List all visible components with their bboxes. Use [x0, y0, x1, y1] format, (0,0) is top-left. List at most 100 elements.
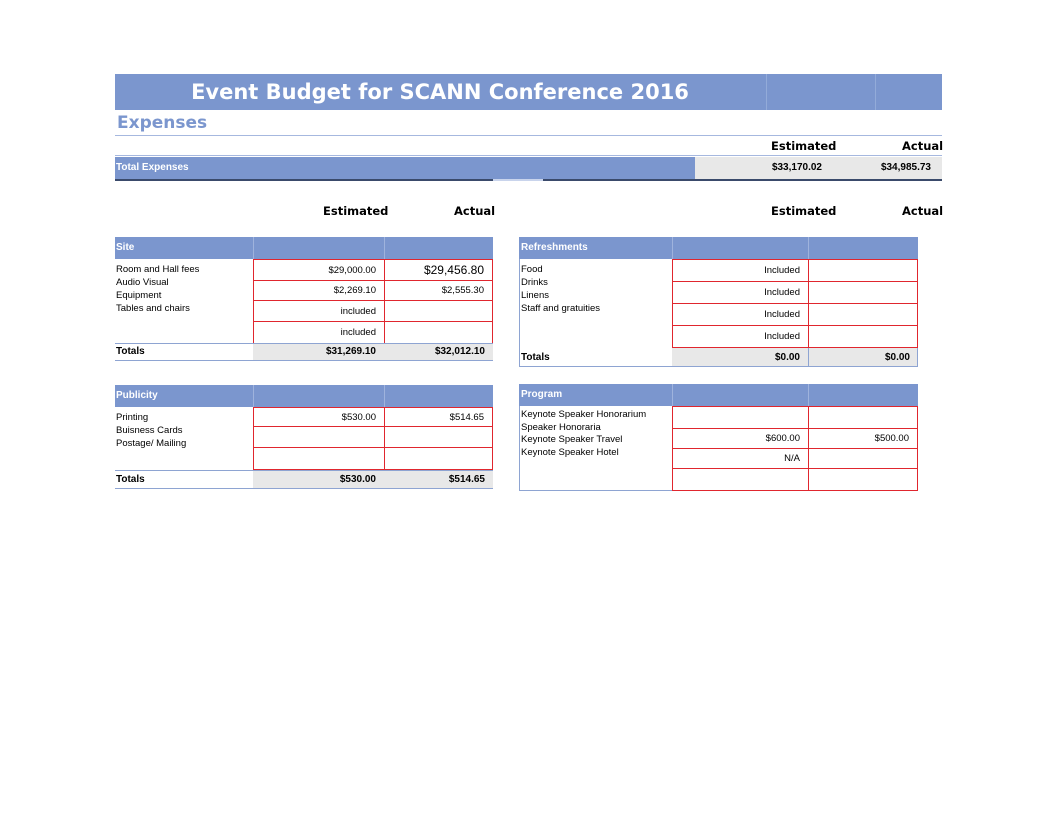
title-bar: [115, 74, 942, 110]
publicity-actual-cell[interactable]: [384, 447, 493, 470]
site-item-list: Room and Hall fees Audio Visual Equipmen…: [116, 263, 199, 315]
divider: [115, 155, 942, 156]
publicity-totals-bg: [253, 471, 493, 488]
divider: [115, 360, 493, 361]
program-actual-cell[interactable]: [808, 468, 918, 491]
site-actual-cell[interactable]: $2,555.30: [384, 280, 493, 301]
list-item: Audio Visual: [116, 277, 169, 288]
publicity-header: Publicity: [115, 385, 493, 407]
site-total-actual: $32,012.10: [434, 346, 485, 357]
refreshments-estimated-cell[interactable]: Included: [672, 325, 809, 348]
total-expenses-actual: $34,985.73: [880, 162, 931, 173]
list-item: Equipment: [116, 290, 162, 301]
refreshments-table: Refreshments Food Drinks Linens Staff an…: [519, 237, 918, 367]
total-expenses-estimated: $33,170.02: [771, 162, 822, 173]
publicity-item-list: Printing Buisness Cards Postage/ Mailing: [116, 411, 186, 450]
refreshments-estimated-cell[interactable]: Included: [672, 259, 809, 282]
publicity-table: Publicity Printing Buisness Cards Postag…: [115, 385, 493, 489]
program-estimated-cell[interactable]: $600.00: [672, 428, 809, 449]
divider: [917, 348, 918, 367]
site-actual-cell[interactable]: [384, 300, 493, 322]
list-item: Keynote Speaker Travel: [521, 434, 623, 445]
estimated-header: Estimated: [323, 204, 389, 218]
list-item: Printing: [116, 412, 149, 423]
actual-header: Actual: [902, 204, 944, 218]
estimated-header: Estimated: [771, 204, 837, 218]
site-total-estimated: $31,269.10: [325, 346, 376, 357]
header-divider: [672, 237, 673, 259]
refreshments-actual-cell[interactable]: [808, 259, 918, 282]
list-item: Postage/ Mailing: [116, 438, 187, 449]
list-item: Drinks: [521, 277, 548, 288]
site-actual-cell[interactable]: $29,456.80: [384, 259, 493, 281]
total-expenses-bar: [115, 157, 695, 179]
site-header: Site: [115, 237, 493, 259]
refreshments-estimated-cell[interactable]: Included: [672, 303, 809, 326]
program-actual-cell[interactable]: $500.00: [808, 428, 918, 449]
site-totals-label: Totals: [116, 346, 145, 357]
estimated-header: Estimated: [771, 139, 837, 153]
refreshments-totals-bg: [672, 348, 918, 367]
header-divider: [672, 384, 673, 406]
publicity-actual-cell[interactable]: [384, 426, 493, 448]
divider: [115, 135, 942, 136]
header-divider: [253, 237, 254, 259]
refreshments-estimated-cell[interactable]: Included: [672, 281, 809, 304]
program-header: Program: [519, 384, 918, 406]
program-item-list: Keynote Speaker Honorarium Speaker Honor…: [521, 409, 646, 459]
actual-header: Actual: [902, 139, 944, 153]
publicity-estimated-cell[interactable]: $530.00: [253, 407, 385, 427]
refreshments-actual-cell[interactable]: [808, 325, 918, 348]
publicity-actual-cell[interactable]: $514.65: [384, 407, 493, 427]
site-estimated-cell[interactable]: $2,269.10: [253, 280, 385, 301]
site-estimated-cell[interactable]: included: [253, 321, 385, 344]
expenses-heading: Expenses: [117, 113, 208, 133]
list-item: Keynote Speaker Hotel: [521, 446, 619, 458]
publicity-total-estimated: $530.00: [339, 474, 376, 485]
refreshments-header-label: Refreshments: [521, 242, 588, 253]
site-estimated-cell[interactable]: $29,000.00: [253, 259, 385, 281]
divider: [808, 348, 809, 367]
program-header-label: Program: [521, 389, 563, 400]
list-item: Food: [521, 264, 543, 275]
list-item: Room and Hall fees: [116, 264, 200, 275]
program-actual-cell[interactable]: [808, 406, 918, 429]
refreshments-totals-label: Totals: [521, 352, 550, 363]
refreshments-actual-cell[interactable]: [808, 303, 918, 326]
divider: [115, 470, 493, 471]
title-divider: [766, 74, 767, 110]
refreshments-actual-cell[interactable]: [808, 281, 918, 304]
refreshments-header: Refreshments: [519, 237, 918, 259]
program-estimated-cell[interactable]: [672, 406, 809, 429]
site-totals-bg: [253, 344, 493, 360]
list-item: Buisness Cards: [116, 425, 183, 436]
publicity-totals-label: Totals: [116, 474, 145, 485]
site-actual-cell[interactable]: [384, 321, 493, 344]
list-item: Speaker Honoraria: [521, 421, 601, 433]
refreshments-total-actual: $0.00: [884, 352, 910, 363]
header-divider: [808, 384, 809, 406]
program-actual-cell[interactable]: [808, 448, 918, 469]
header-divider: [253, 385, 254, 407]
program-table: Program Keynote Speaker Honorarium Speak…: [519, 384, 918, 491]
publicity-estimated-cell[interactable]: [253, 447, 385, 470]
header-divider: [384, 385, 385, 407]
total-expenses-label: Total Expenses: [116, 162, 189, 173]
refreshments-total-estimated: $0.00: [774, 352, 800, 363]
site-estimated-cell[interactable]: included: [253, 300, 385, 322]
divider: [493, 179, 543, 181]
site-table: Site Room and Hall fees Audio Visual Equ…: [115, 237, 493, 361]
list-item: Linens: [521, 290, 549, 301]
publicity-estimated-cell[interactable]: [253, 426, 385, 448]
list-item: Tables and chairs: [116, 303, 190, 314]
title-divider: [875, 74, 876, 110]
header-divider: [384, 237, 385, 259]
header-divider: [808, 237, 809, 259]
program-estimated-cell[interactable]: [672, 468, 809, 491]
divider: [115, 343, 493, 344]
list-item: Keynote Speaker Honorarium: [521, 409, 647, 420]
site-header-label: Site: [116, 242, 135, 253]
publicity-header-label: Publicity: [116, 390, 158, 401]
publicity-total-actual: $514.65: [448, 474, 485, 485]
program-estimated-cell[interactable]: N/A: [672, 448, 809, 469]
